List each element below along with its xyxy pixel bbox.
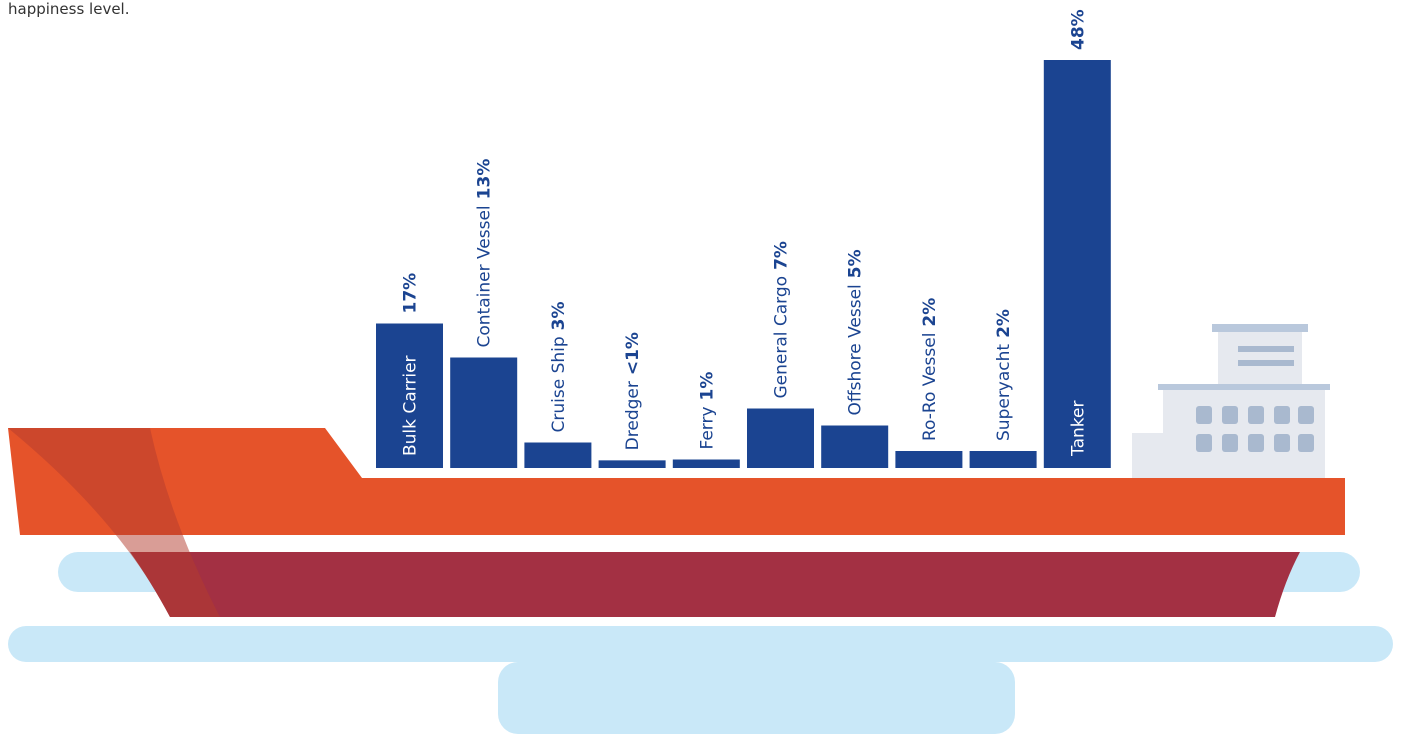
value-label: 3% bbox=[549, 301, 569, 330]
category-label: Superyacht bbox=[994, 344, 1014, 441]
value-label: 13% bbox=[475, 159, 495, 200]
bar bbox=[895, 451, 963, 468]
bar bbox=[376, 323, 443, 468]
ship bbox=[8, 324, 1345, 617]
bar bbox=[524, 442, 592, 468]
bar bbox=[672, 459, 740, 468]
value-label: <1% bbox=[623, 332, 643, 375]
value-label: 5% bbox=[846, 249, 866, 278]
category-label: Bulk Carrier bbox=[401, 355, 421, 456]
value-label: 2% bbox=[920, 298, 940, 327]
value-label: 7% bbox=[772, 241, 792, 270]
bar bbox=[1043, 60, 1111, 468]
bar bbox=[450, 357, 518, 468]
category-label: Offshore Vessel bbox=[846, 284, 866, 415]
category-label: Ro-Ro Vessel bbox=[920, 333, 940, 441]
category-label: Container Vessel bbox=[475, 205, 495, 347]
note: happiness level. bbox=[8, 0, 129, 18]
value-label: 2% bbox=[994, 309, 1014, 338]
value-label: 48% bbox=[1068, 9, 1088, 50]
value-label: 17% bbox=[401, 273, 421, 314]
category-label: Ferry bbox=[697, 406, 717, 449]
bar bbox=[598, 460, 666, 468]
category-label: General Cargo bbox=[772, 276, 792, 399]
bar bbox=[747, 408, 814, 468]
category-label: Tanker bbox=[1068, 401, 1088, 457]
bars: Bulk Carrier 17% Container Vessel 13% Cruise… bbox=[376, 9, 1111, 468]
category-label: Dredger bbox=[623, 381, 643, 450]
category-label: Cruise Ship bbox=[549, 336, 569, 432]
bar bbox=[969, 451, 1037, 468]
bar bbox=[821, 425, 889, 468]
value-label: 1% bbox=[697, 372, 717, 401]
